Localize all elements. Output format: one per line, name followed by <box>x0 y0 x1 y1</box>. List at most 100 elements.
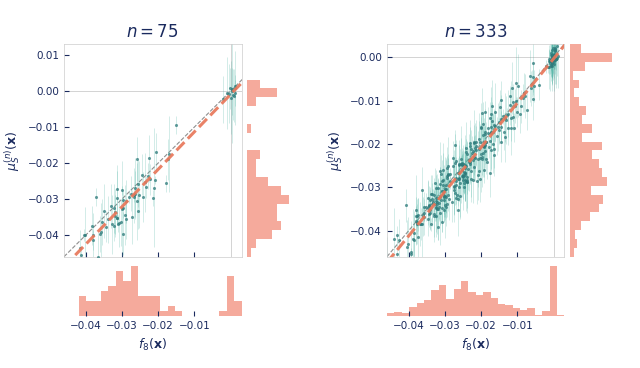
Point <box>462 151 472 156</box>
Point <box>432 201 442 207</box>
Point <box>492 124 502 130</box>
Bar <box>513 308 520 316</box>
Point <box>127 214 137 220</box>
X-axis label: $f_8(\mathbf{x})$: $f_8(\mathbf{x})$ <box>138 337 167 353</box>
Point <box>129 192 139 198</box>
Bar <box>570 168 602 177</box>
Point <box>433 195 444 201</box>
Point <box>502 111 513 117</box>
Point <box>528 96 538 102</box>
Point <box>113 215 123 221</box>
Point <box>433 224 443 230</box>
Point <box>457 160 467 166</box>
Point <box>426 191 436 197</box>
Point <box>458 162 468 168</box>
Point <box>546 63 556 69</box>
Point <box>454 161 465 167</box>
Point <box>412 222 422 227</box>
Bar <box>476 295 483 316</box>
Point <box>436 219 447 225</box>
Point <box>129 194 140 200</box>
Point <box>440 194 451 200</box>
Point <box>548 53 559 59</box>
Point <box>225 95 236 100</box>
Point <box>500 117 511 123</box>
Point <box>460 170 470 176</box>
Point <box>467 150 477 156</box>
Point <box>439 188 449 194</box>
Point <box>419 204 429 210</box>
Point <box>438 193 449 199</box>
Point <box>470 139 481 145</box>
Point <box>442 201 452 207</box>
Point <box>543 64 554 70</box>
Bar <box>520 309 527 316</box>
Point <box>489 152 499 158</box>
Point <box>107 221 117 227</box>
Point <box>411 218 421 224</box>
Bar <box>247 79 260 88</box>
Point <box>477 154 487 160</box>
Point <box>406 249 416 255</box>
Point <box>137 172 147 178</box>
Point <box>422 216 433 222</box>
Bar <box>570 186 591 195</box>
Point <box>444 172 454 178</box>
Point <box>411 207 421 213</box>
Point <box>440 202 450 208</box>
Bar <box>570 177 607 186</box>
Point <box>433 204 444 210</box>
Point <box>478 143 488 149</box>
Bar <box>570 195 603 204</box>
Bar <box>461 281 468 316</box>
Point <box>412 213 422 219</box>
Point <box>431 205 441 211</box>
Bar <box>101 291 108 316</box>
Point <box>230 90 240 96</box>
Point <box>429 201 440 207</box>
Point <box>474 137 484 142</box>
Bar <box>247 221 281 230</box>
Point <box>553 53 563 59</box>
Bar <box>387 313 394 316</box>
Point <box>499 113 509 119</box>
Point <box>440 186 450 192</box>
Point <box>95 231 105 237</box>
Point <box>456 161 467 167</box>
Point <box>406 251 416 257</box>
Point <box>548 58 559 64</box>
Point <box>403 241 413 247</box>
Point <box>476 152 486 158</box>
Point <box>126 191 136 197</box>
Point <box>120 198 131 204</box>
Point <box>149 185 159 191</box>
Point <box>471 147 481 153</box>
Point <box>481 139 492 145</box>
Point <box>392 232 402 238</box>
Point <box>417 222 428 227</box>
Point <box>227 86 237 92</box>
Point <box>443 163 453 169</box>
Point <box>546 61 556 67</box>
Point <box>97 219 108 225</box>
Point <box>463 166 473 172</box>
Bar <box>542 311 550 316</box>
Point <box>474 146 484 152</box>
Point <box>415 221 426 227</box>
Bar <box>431 290 439 316</box>
Point <box>228 92 238 98</box>
Bar <box>439 286 446 316</box>
Point <box>93 255 104 261</box>
Point <box>549 53 559 59</box>
Bar <box>247 230 273 239</box>
Point <box>451 178 461 184</box>
Point <box>465 156 475 162</box>
Point <box>445 178 456 184</box>
Point <box>218 96 228 102</box>
Point <box>433 206 443 212</box>
Point <box>550 56 561 61</box>
Bar <box>570 62 584 71</box>
Point <box>438 194 449 200</box>
Point <box>106 203 116 209</box>
Bar <box>247 186 281 195</box>
